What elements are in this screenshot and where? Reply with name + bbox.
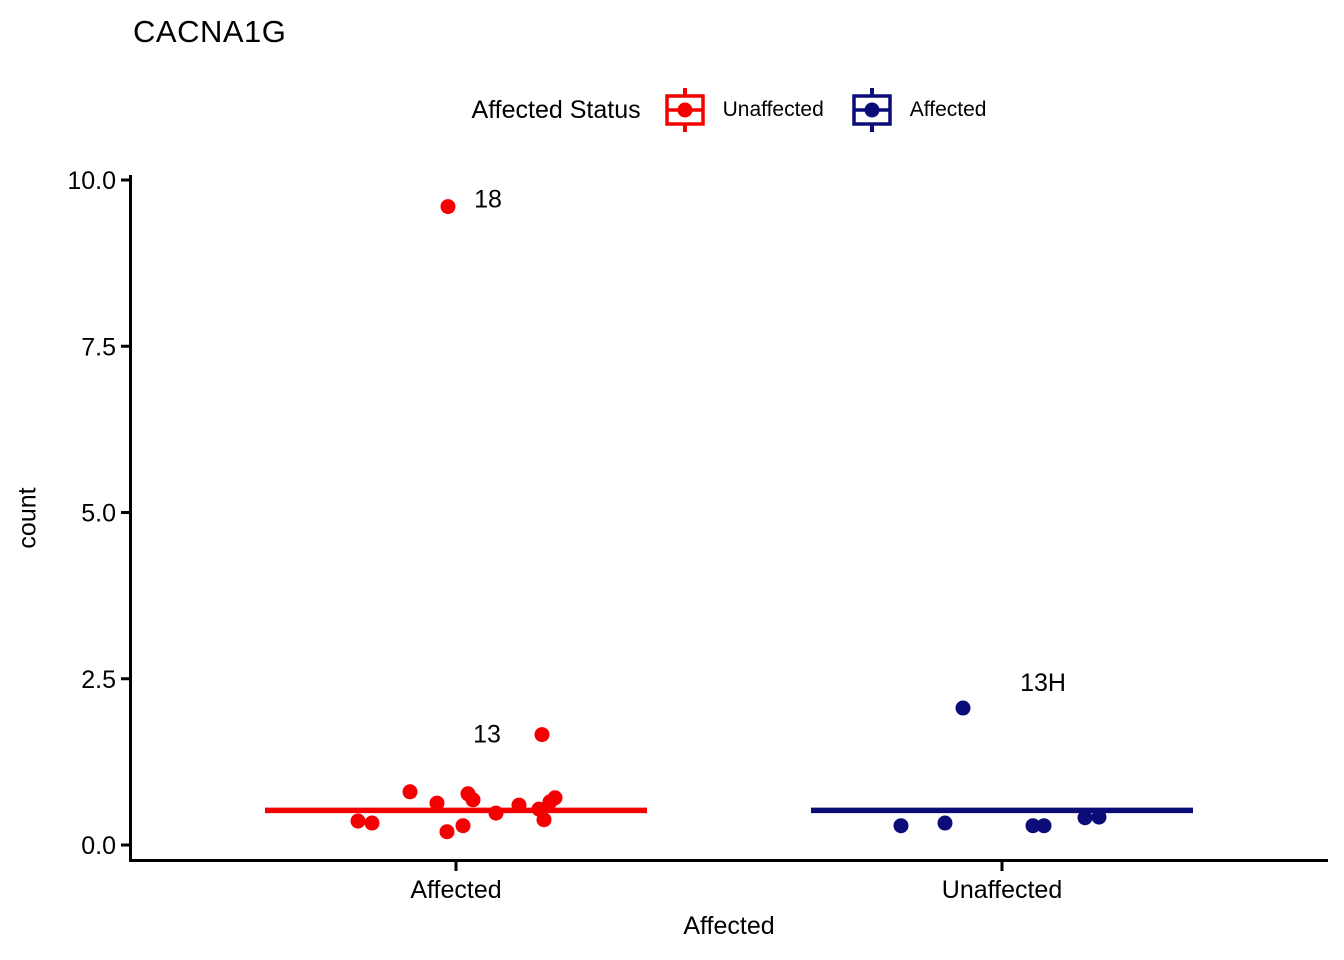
data-point bbox=[1077, 810, 1093, 826]
data-point bbox=[402, 784, 418, 800]
crossbar-point-key-icon bbox=[846, 85, 898, 135]
y-tick-label: 10.0 bbox=[67, 167, 116, 195]
data-point bbox=[488, 805, 504, 821]
point-annotation: 13H bbox=[1020, 669, 1066, 697]
data-point bbox=[465, 792, 481, 808]
point-annotation: 18 bbox=[474, 186, 502, 214]
data-point bbox=[439, 824, 455, 840]
legend-label: Affected bbox=[909, 98, 987, 121]
legend-label: Unaffected bbox=[722, 98, 824, 121]
x-axis-title: Affected bbox=[683, 912, 775, 940]
data-point bbox=[937, 815, 953, 831]
x-tick-label: Affected bbox=[410, 876, 501, 904]
legend-item-unaffected: Unaffected bbox=[659, 85, 824, 135]
legend: Affected Status Unaffected Affected bbox=[130, 84, 1328, 136]
data-point bbox=[1091, 809, 1107, 825]
data-point bbox=[536, 812, 552, 828]
y-tick-label: 0.0 bbox=[81, 832, 116, 860]
data-point bbox=[364, 815, 380, 831]
legend-item-affected: Affected bbox=[846, 85, 987, 135]
data-point bbox=[1036, 818, 1052, 834]
data-point bbox=[511, 797, 527, 813]
data-point bbox=[893, 818, 909, 834]
data-point bbox=[547, 790, 563, 806]
y-tick-label: 7.5 bbox=[81, 333, 116, 361]
data-point bbox=[350, 813, 366, 829]
data-point bbox=[455, 818, 471, 834]
x-tick-label: Unaffected bbox=[942, 876, 1062, 904]
y-tick-label: 5.0 bbox=[81, 500, 116, 528]
data-point bbox=[534, 727, 550, 743]
legend-title: Affected Status bbox=[471, 95, 641, 124]
crossbar-point-key-icon bbox=[659, 85, 711, 135]
data-point bbox=[1025, 818, 1041, 834]
y-tick-label: 2.5 bbox=[81, 666, 116, 694]
chart-title: CACNA1G bbox=[133, 14, 287, 49]
point-annotation: 13 bbox=[473, 721, 501, 749]
data-point bbox=[429, 795, 445, 811]
data-point bbox=[440, 199, 456, 215]
data-point bbox=[955, 700, 971, 716]
